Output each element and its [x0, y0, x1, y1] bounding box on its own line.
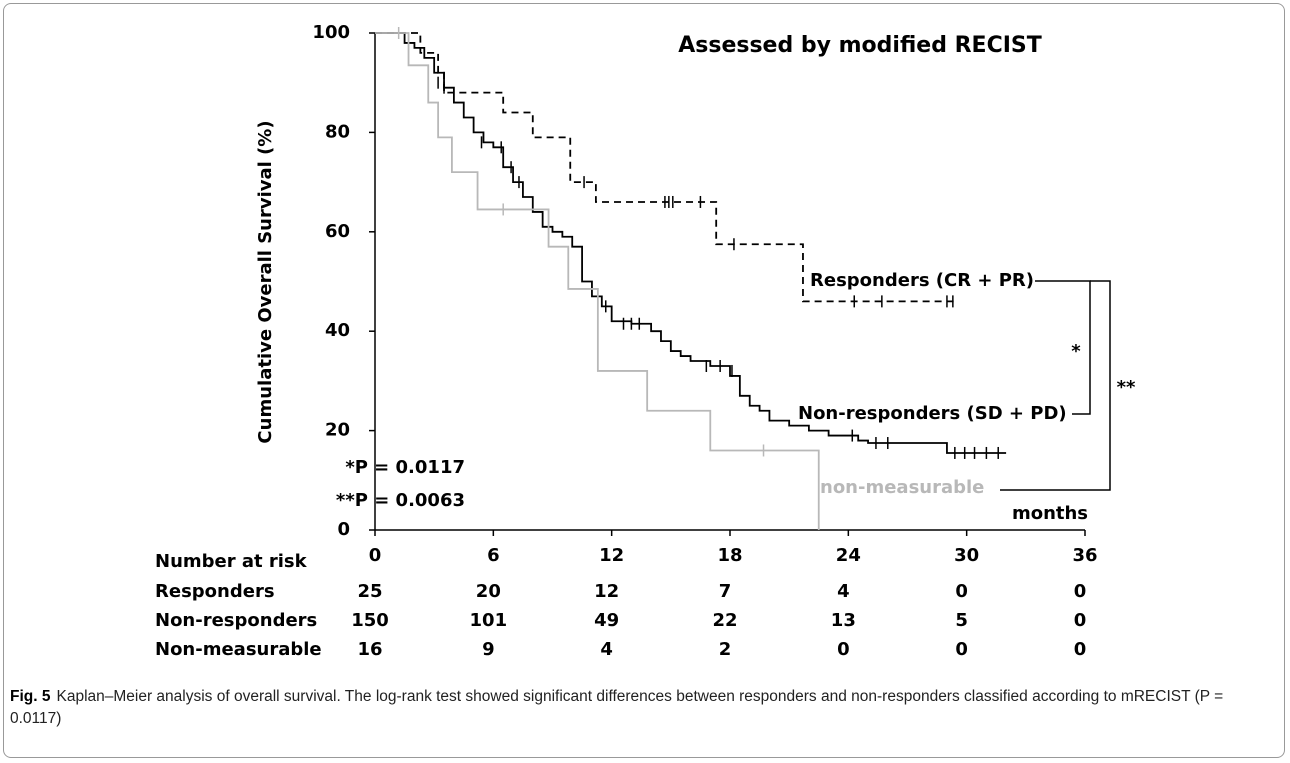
survival-curve — [375, 32, 1007, 454]
risk-value: 49 — [594, 610, 619, 631]
chart: Assessed by modified RECIST Cumulative O… — [155, 22, 1136, 660]
y-tick-label: 80 — [325, 121, 350, 142]
risk-title: Number at risk — [155, 551, 308, 572]
risk-value: 20 — [476, 581, 501, 602]
risk-value: 9 — [482, 639, 495, 660]
p-value: *P = 0.0117 — [345, 457, 465, 478]
risk-value: 2 — [719, 639, 732, 660]
bracket — [1000, 280, 1111, 491]
y-tick-label: 60 — [325, 221, 350, 242]
risk-value: 16 — [357, 639, 382, 660]
risk-value: 0 — [1074, 639, 1087, 660]
risk-value: 0 — [837, 639, 850, 660]
significance-mark: ** — [1117, 377, 1136, 398]
risk-row-label: Responders — [155, 581, 275, 602]
y-axis-label: Cumulative Overall Survival (%) — [255, 120, 276, 443]
survival-curve — [375, 32, 820, 530]
frame — [3, 3, 1285, 758]
brackets — [1000, 280, 1111, 491]
risk-value: 0 — [1074, 610, 1087, 631]
risk-value: 150 — [351, 610, 389, 631]
risk-value: 0 — [955, 581, 968, 602]
significance-mark: * — [1071, 341, 1081, 362]
bracket — [1035, 280, 1091, 415]
y-tick-label: 100 — [312, 22, 350, 43]
risk-value: 4 — [837, 581, 850, 602]
series-label: non-measurable — [820, 477, 984, 498]
x-tick-label: 6 — [487, 545, 500, 566]
x-tick-label: 24 — [836, 545, 861, 566]
risk-row-label: Non-measurable — [155, 639, 322, 660]
risk-value: 7 — [719, 581, 732, 602]
risk-value: 0 — [1074, 581, 1087, 602]
risk-value: 13 — [831, 610, 856, 631]
caption-label: Fig. 5 — [10, 688, 51, 705]
risk-row-label: Non-responders — [155, 610, 317, 631]
risk-value: 5 — [955, 610, 968, 631]
risk-value: 101 — [470, 610, 508, 631]
x-axis-label: months — [1012, 503, 1088, 524]
series-label: Non-responders (SD + PD) — [798, 403, 1067, 424]
y-tick-label: 20 — [325, 420, 350, 441]
series-label: Responders (CR + PR) — [810, 270, 1034, 291]
y-tick-label: 40 — [325, 320, 350, 341]
p-value: **P = 0.0063 — [336, 490, 465, 511]
y-tick-label: 0 — [337, 519, 350, 540]
chart-title: Assessed by modified RECIST — [678, 33, 1042, 58]
x-tick-label: 12 — [599, 545, 624, 566]
caption: Fig. 5 Kaplan–Meier analysis of overall s… — [10, 686, 1275, 730]
x-tick-label: 36 — [1072, 545, 1097, 566]
x-tick-label: 0 — [369, 545, 382, 566]
risk-value: 12 — [594, 581, 619, 602]
x-tick-label: 18 — [717, 545, 742, 566]
survival-curve — [375, 32, 957, 303]
risk-value: 4 — [600, 639, 613, 660]
risk-value: 25 — [357, 581, 382, 602]
caption-text: Kaplan–Meier analysis of overall surviva… — [10, 688, 1224, 727]
x-tick-label: 30 — [954, 545, 979, 566]
risk-value: 0 — [955, 639, 968, 660]
risk-value: 22 — [712, 610, 737, 631]
